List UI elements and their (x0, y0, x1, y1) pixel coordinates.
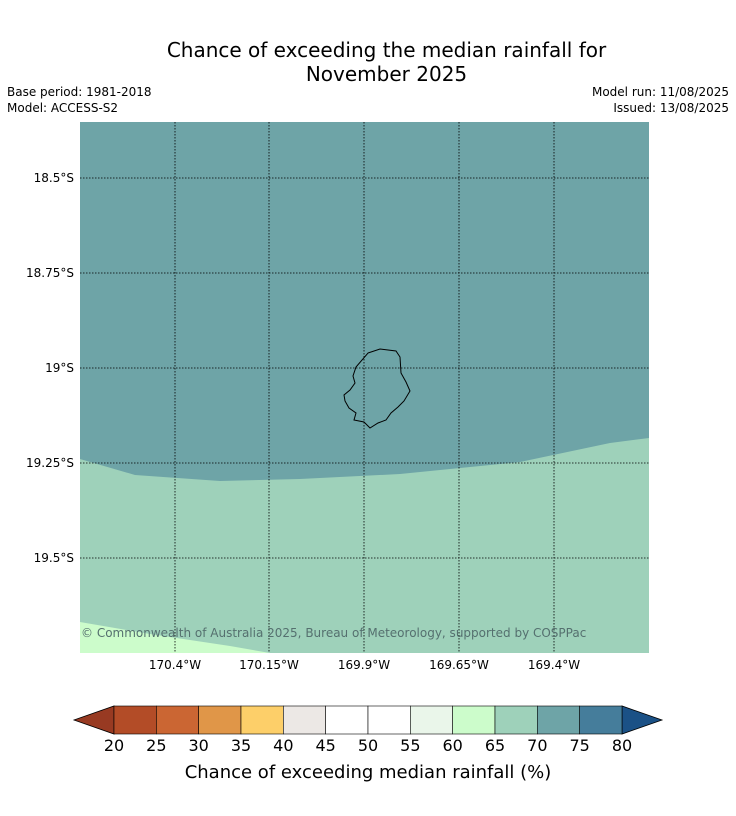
lon-label: 170.15°W (239, 658, 299, 672)
lat-labels: 18.5°S 18.75°S 19°S 19.25°S 19.5°S (26, 171, 74, 565)
map-title: Chance of exceeding the median rainfall … (0, 38, 736, 86)
lon-label: 169.65°W (429, 658, 489, 672)
issued-text: Issued: 13/08/2025 (613, 101, 729, 115)
colorbar-segment (579, 705, 623, 735)
colorbar-tick-label: 50 (358, 736, 378, 755)
colorbar-over-arrow (621, 705, 664, 735)
lat-label: 18.75°S (26, 266, 74, 280)
meta-right: Model run: 11/08/2025 Issued: 13/08/2025 (592, 84, 729, 116)
colorbar-segment (537, 705, 580, 735)
colorbar-tick-label: 40 (273, 736, 293, 755)
niue-island-outline (343, 348, 411, 429)
colorbar-tick-label: 30 (188, 736, 208, 755)
colorbar-segment (452, 705, 496, 735)
colorbar-segment (494, 705, 538, 735)
colorbar-tick-label: 80 (612, 736, 632, 755)
lon-label: 170.4°W (149, 658, 201, 672)
colorbar-segment (325, 705, 369, 735)
lon-labels: 170.4°W 170.15°W 169.9°W 169.65°W 169.4°… (149, 658, 580, 672)
colorbar-tick-label: 25 (146, 736, 166, 755)
colorbar-label: Chance of exceeding median rainfall (%) (185, 762, 552, 783)
colorbar-tick-label: 45 (315, 736, 335, 755)
colorbar-segment (283, 705, 326, 735)
meta-left: Base period: 1981-2018 Model: ACCESS-S2 (7, 84, 152, 116)
colorbar-tick-label: 60 (442, 736, 462, 755)
colorbar-segment (240, 705, 284, 735)
lat-label: 19.25°S (26, 456, 74, 470)
lat-label: 19°S (45, 361, 74, 375)
model-run-text: Model run: 11/08/2025 (591, 85, 729, 99)
colorbar-segment (156, 705, 199, 735)
lon-label: 169.9°W (338, 658, 390, 672)
map-area: © Commonwealth of Australia 2025, Bureau… (80, 122, 649, 653)
colorbar-tick-label: 70 (527, 736, 547, 755)
colorbar-tick-label: 55 (400, 736, 420, 755)
colorbar-segment (198, 705, 242, 735)
colorbar-segment (410, 705, 453, 735)
colorbar-tick-label: 35 (231, 736, 251, 755)
colorbar-tick-label: 65 (485, 736, 505, 755)
model-text: Model: ACCESS-S2 (7, 101, 119, 115)
title-line-2: November 2025 (305, 62, 468, 86)
lon-label: 169.4°W (528, 658, 580, 672)
colorbar-tick-label: 20 (104, 736, 124, 755)
graticule (80, 122, 649, 653)
lat-label: 19.5°S (34, 551, 74, 565)
region-65-70 (80, 438, 649, 653)
base-period-text: Base period: 1981-2018 (7, 85, 152, 99)
colorbar-segment (113, 705, 157, 735)
colorbar-under-arrow (72, 705, 115, 735)
colorbar-segment (367, 705, 411, 735)
lat-label: 18.5°S (34, 171, 74, 185)
colorbar-tick-label: 75 (569, 736, 589, 755)
region-60-65 (80, 622, 270, 653)
copyright-text: © Commonwealth of Australia 2025, Bureau… (81, 626, 586, 640)
colorbar: 20 25 30 35 40 45 50 55 60 65 70 75 80 (72, 705, 664, 755)
title-line-1: Chance of exceeding the median rainfall … (166, 38, 607, 62)
